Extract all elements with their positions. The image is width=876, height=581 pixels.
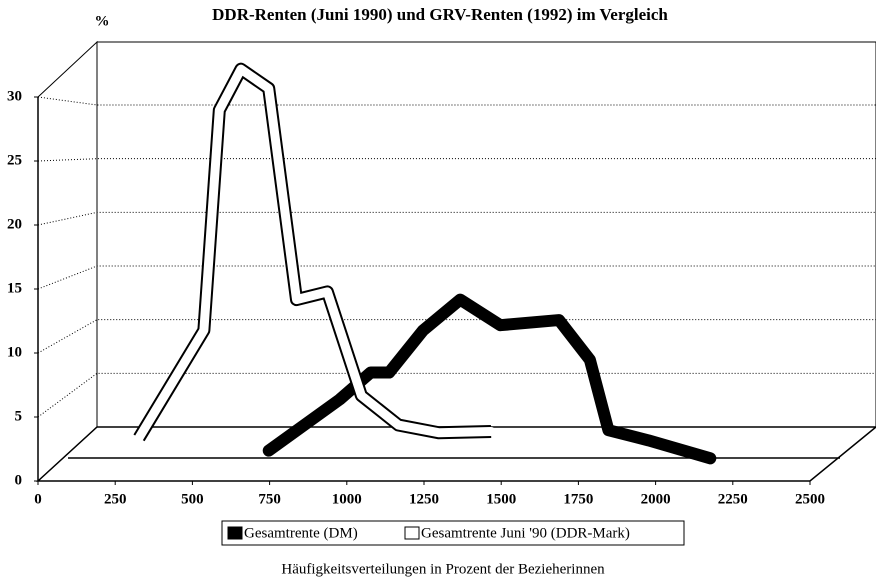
chart-title: DDR-Renten (Juni 1990) und GRV-Renten (1… <box>212 5 668 24</box>
floor <box>36 426 876 482</box>
legend-frame <box>221 520 685 546</box>
y-tick-label: 15 <box>7 280 22 296</box>
x-tick-label: 250 <box>104 491 127 507</box>
x-tick-label: 2250 <box>718 491 748 507</box>
grid-line <box>37 319 876 354</box>
x-tick-label: 2500 <box>795 491 825 507</box>
caption: Häufigkeitsverteilungen in Prozent der B… <box>281 561 605 577</box>
y-tick-label: 10 <box>7 344 22 360</box>
y-tick-label: 5 <box>15 408 23 424</box>
ribbon-outline <box>133 62 492 442</box>
legend-label: Gesamtrente Juni '90 (DDR-Mark) <box>421 525 630 541</box>
side-wall <box>37 40 98 483</box>
series-line <box>262 293 717 465</box>
grid-line <box>37 372 876 418</box>
x-tick-label: 1500 <box>486 491 516 507</box>
y-tick-label: 20 <box>7 216 22 232</box>
x-tick-label: 500 <box>181 491 204 507</box>
legend: Gesamtrente (DM) Gesamtrente Juni '90 (DD… <box>221 520 685 546</box>
series-line <box>134 64 496 443</box>
grid-line <box>37 265 876 290</box>
y-tick-label: 25 <box>7 152 22 168</box>
y-tick-label: 30 <box>7 88 22 104</box>
grid-line <box>37 211 876 226</box>
x-tick-label: 750 <box>258 491 281 507</box>
x-tick-label: 1000 <box>332 491 362 507</box>
x-tick-label: 2000 <box>641 491 671 507</box>
grid-line <box>37 96 876 106</box>
x-tick-label: 0 <box>34 491 42 507</box>
x-tick-label: 1250 <box>409 491 439 507</box>
y-tick-label: 0 <box>15 472 23 488</box>
legend-swatch <box>227 526 243 540</box>
legend-swatch <box>404 526 420 540</box>
x-tick-label: 1750 <box>563 491 593 507</box>
y-axis-label: % <box>95 13 110 29</box>
legend-label: Gesamtrente (DM) <box>244 525 358 541</box>
grid-line <box>37 158 876 162</box>
